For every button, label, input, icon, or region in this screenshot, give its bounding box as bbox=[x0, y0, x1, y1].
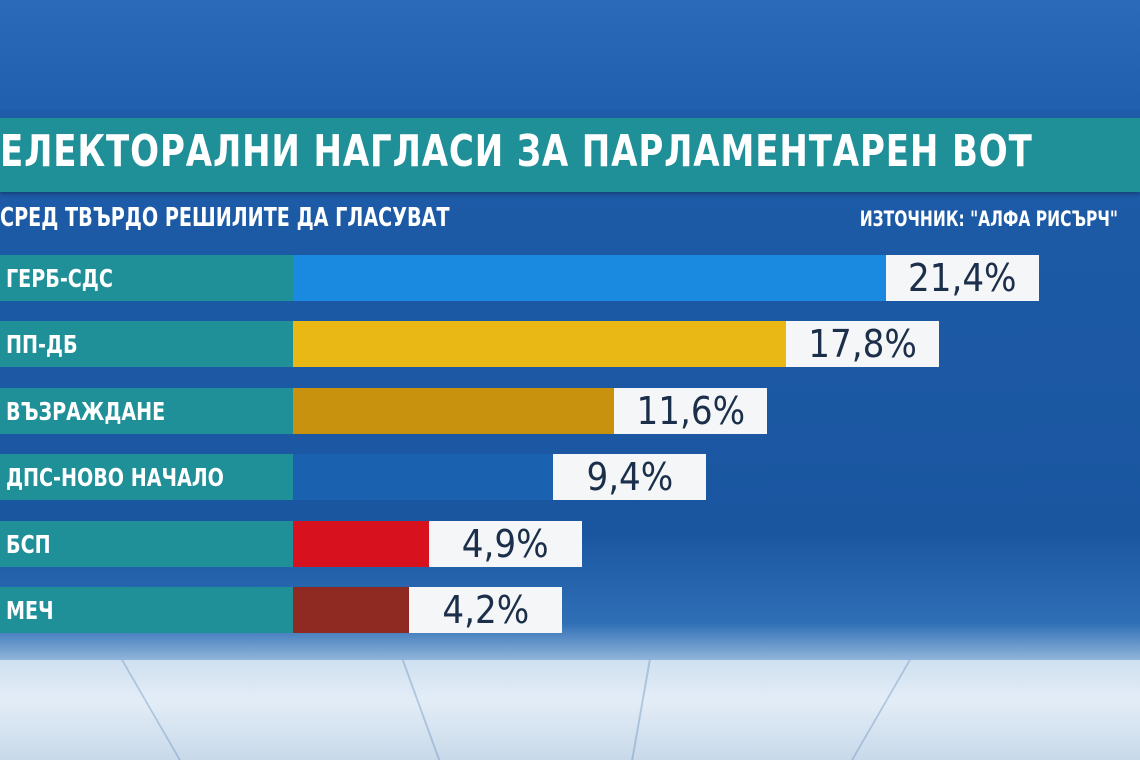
title-band bbox=[0, 118, 1140, 192]
category-label-panel: ГЕРБ-СДС bbox=[0, 255, 293, 301]
category-label-panel: ПП-ДБ bbox=[0, 321, 293, 368]
bar-row: БСП 4,9% bbox=[0, 520, 1140, 567]
bar bbox=[293, 587, 410, 633]
bar-row: ВЪЗРАЖДАНЕ 11,6% bbox=[0, 387, 1140, 434]
category-label: ГЕРБ-СДС bbox=[6, 264, 113, 293]
background-top bbox=[0, 0, 1140, 110]
category-label: ДПС-НОВО НАЧАЛО bbox=[6, 463, 224, 493]
data-label: 21,4% bbox=[885, 255, 1039, 301]
category-label-panel: ДПС-НОВО НАЧАЛО bbox=[0, 454, 293, 501]
data-label: 17,8% bbox=[786, 321, 940, 368]
category-label-panel: ВЪЗРАЖДАНЕ bbox=[0, 387, 293, 434]
data-label: 4,9% bbox=[428, 520, 582, 567]
chart-title: ЕЛЕКТОРАЛНИ НАГЛАСИ ЗА ПАРЛАМЕНТАРЕН ВОТ bbox=[0, 126, 1033, 177]
data-label: 4,2% bbox=[409, 587, 563, 633]
source-label: ИЗТОЧНИК: "АЛФА РИСЪРЧ" bbox=[859, 207, 1118, 231]
bar bbox=[293, 255, 886, 301]
bar-row: МЕЧ 4,2% bbox=[0, 587, 1140, 633]
category-label-panel: БСП bbox=[0, 520, 293, 567]
category-label: ВЪЗРАЖДАНЕ bbox=[6, 396, 166, 426]
bar bbox=[293, 454, 554, 501]
bar-row: ПП-ДБ 17,8% bbox=[0, 321, 1140, 368]
bar bbox=[293, 520, 429, 567]
data-label: 9,4% bbox=[553, 454, 707, 501]
bar bbox=[293, 321, 787, 368]
category-label: ПП-ДБ bbox=[6, 330, 78, 360]
background-floor bbox=[0, 660, 1140, 760]
category-label: БСП bbox=[6, 529, 51, 559]
bar-row: ДПС-НОВО НАЧАЛО 9,4% bbox=[0, 454, 1140, 501]
category-label-panel: МЕЧ bbox=[0, 587, 293, 633]
bar bbox=[293, 387, 615, 434]
chart-subtitle: СРЕД ТВЪРДО РЕШИЛИТЕ ДА ГЛАСУВАТ bbox=[0, 203, 450, 233]
category-label: МЕЧ bbox=[6, 596, 54, 625]
bar-row: ГЕРБ-СДС 21,4% bbox=[0, 255, 1140, 301]
data-label: 11,6% bbox=[614, 387, 768, 434]
